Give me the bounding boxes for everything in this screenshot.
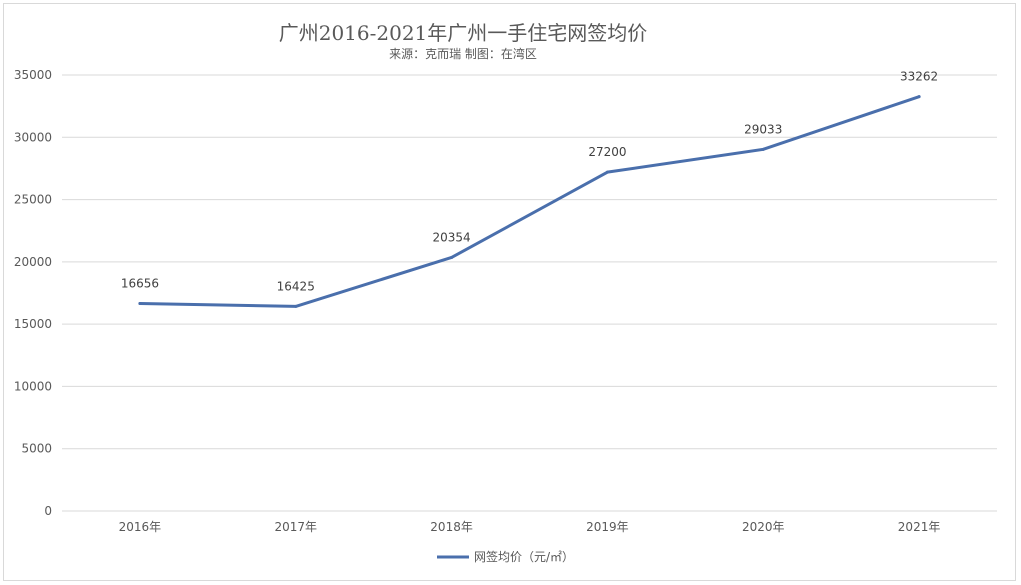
chart-frame — [3, 3, 1016, 581]
data-label: 16656 — [121, 277, 159, 291]
data-label: 16425 — [277, 279, 315, 293]
chart-subtitle: 来源：克而瑞 制图：在湾区 — [389, 47, 537, 61]
data-label: 33262 — [900, 70, 938, 84]
x-axis: 2016年 2017年 2018年 2019年 2020年 2021年 — [119, 520, 941, 534]
data-point — [605, 170, 609, 174]
x-tick-label: 2020年 — [742, 520, 785, 534]
data-point — [450, 255, 454, 259]
data-point — [138, 302, 142, 306]
x-tick-label: 2018年 — [430, 520, 473, 534]
x-tick-label: 2019年 — [586, 520, 629, 534]
data-label: 27200 — [588, 145, 626, 159]
y-axis: 0 5000 10000 15000 20000 25000 30000 35000 — [14, 68, 52, 518]
y-tick-label: 0 — [44, 504, 52, 518]
data-point — [761, 147, 765, 151]
chart-title: 广州2016-2021年广州一手住宅网签均价 — [278, 21, 648, 45]
y-tick-label: 10000 — [14, 379, 52, 393]
data-label: 20354 — [432, 230, 470, 244]
y-tick-label: 35000 — [14, 68, 52, 82]
legend-label: 网签均价（元/㎡） — [474, 549, 574, 564]
y-tick-label: 25000 — [14, 193, 52, 207]
x-tick-label: 2017年 — [274, 520, 317, 534]
series-group — [138, 95, 921, 308]
series-line — [138, 95, 921, 308]
legend: 网签均价（元/㎡） — [437, 549, 574, 564]
y-tick-label: 15000 — [14, 317, 52, 331]
y-tick-label: 30000 — [14, 130, 52, 144]
y-tick-label: 5000 — [21, 442, 52, 456]
data-point — [294, 304, 298, 308]
gridlines — [62, 74, 997, 512]
x-tick-label: 2021年 — [898, 520, 941, 534]
x-tick-label: 2016年 — [119, 520, 162, 534]
data-label: 29033 — [744, 122, 782, 136]
y-tick-label: 20000 — [14, 255, 52, 269]
data-labels: 16656 16425 20354 27200 29033 33262 — [121, 70, 938, 294]
data-point — [917, 95, 921, 99]
